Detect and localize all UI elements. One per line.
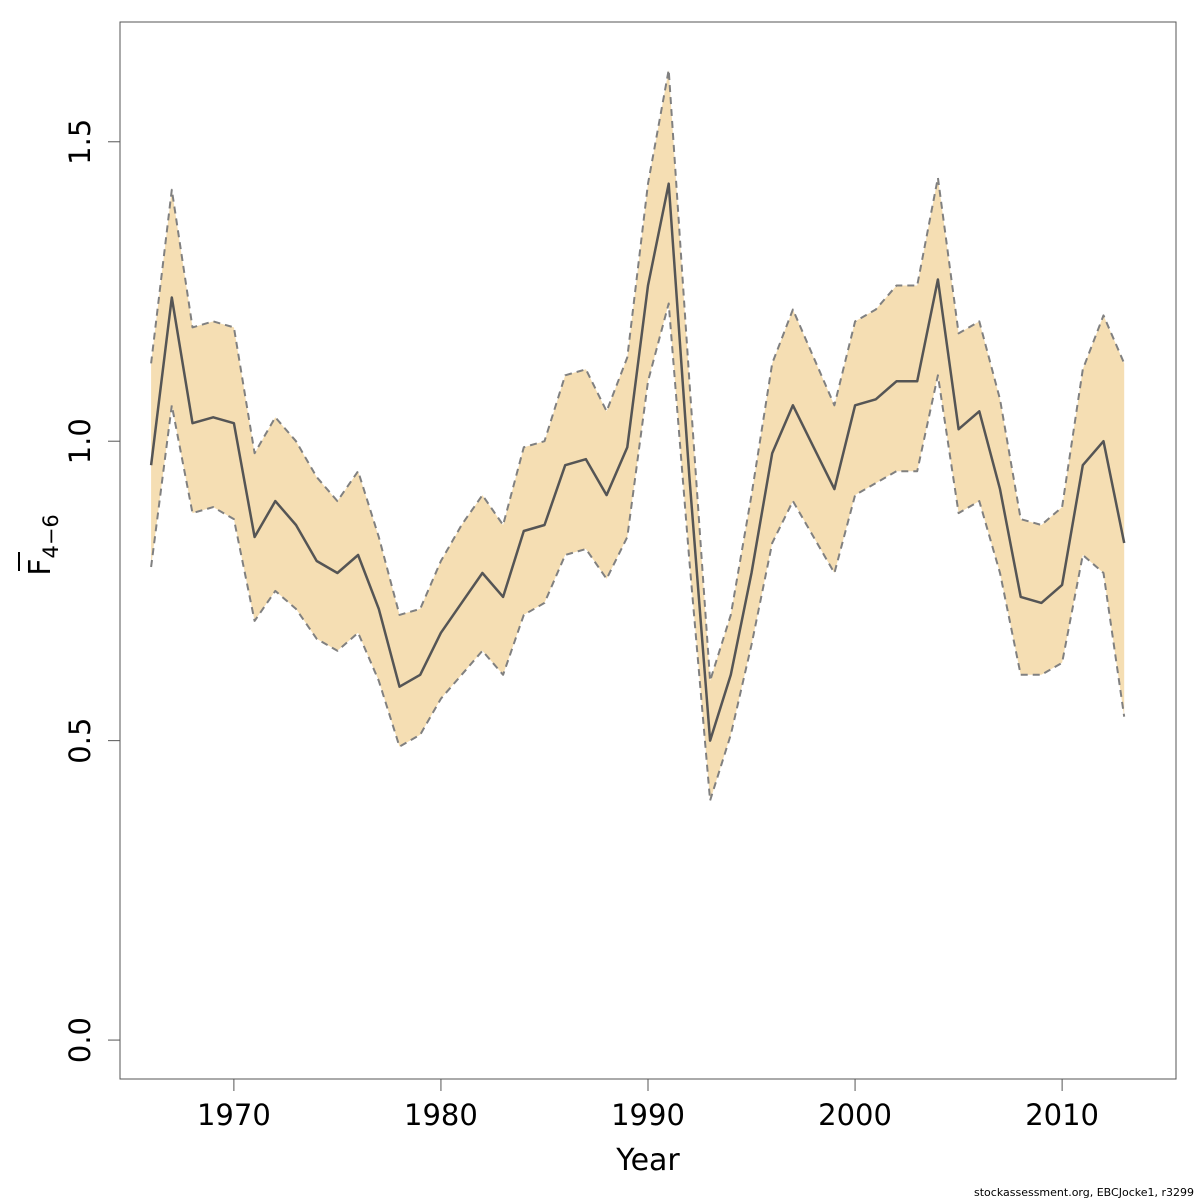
y-tick-label: 1.5 [63,119,97,165]
y-axis-title: F4−6 [18,514,63,576]
y-tick-label: 0.0 [63,1017,97,1063]
y-axis-title-subscript: 4−6 [39,514,63,558]
x-tick-label: 1980 [404,1098,478,1132]
estimate-line [149,182,1126,742]
x-tick-label: 1970 [197,1098,271,1132]
confidence-band-area [151,69,1125,801]
confidence-band [151,69,1125,801]
y-axis-title-base: F [23,559,58,576]
lower-bound-line [150,302,1126,802]
estimate-series-line [149,182,1126,742]
upper-bound-line [150,68,1126,682]
x-tick-label: 2000 [818,1098,892,1132]
y-tick-label: 1.0 [63,418,97,464]
confidence-bounds [150,68,1126,802]
svg-text:F4−6: F4−6 [23,514,63,576]
x-axis: 1970 1980 1990 2000 2010 [197,1078,1099,1132]
y-tick-label: 0.5 [63,718,97,764]
x-tick-label: 1990 [611,1098,685,1132]
x-axis-title: Year [615,1143,680,1178]
footer-credit: stockassessment.org, EBCJocke1, r3299 [974,1186,1194,1199]
y-axis: 0.0 0.5 1.0 1.5 [63,119,121,1063]
x-tick-label: 2010 [1025,1098,1099,1132]
